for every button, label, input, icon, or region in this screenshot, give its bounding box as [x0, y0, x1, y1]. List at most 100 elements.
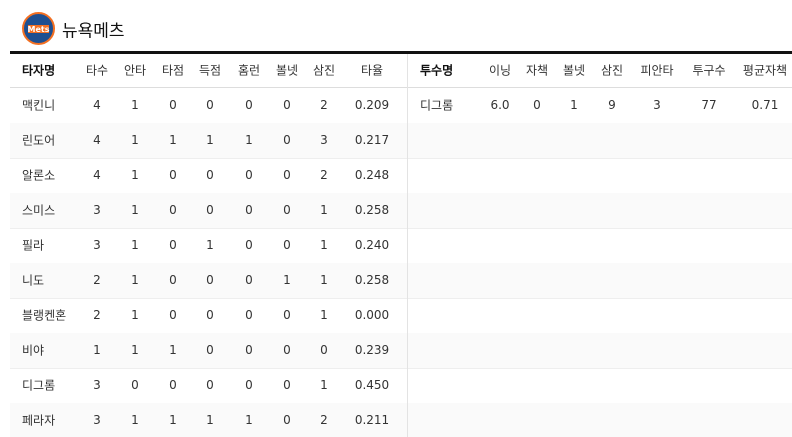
- cell: 1: [131, 413, 139, 427]
- header-line: [10, 87, 407, 88]
- cell: 1: [169, 133, 177, 147]
- cell: 1: [131, 203, 139, 217]
- column-header: 볼넷: [562, 63, 586, 78]
- cell: 77: [701, 98, 717, 112]
- top-rule: [10, 51, 792, 54]
- cell: 0: [131, 378, 139, 392]
- row-bg: [408, 193, 792, 228]
- team-logo: Mets: [22, 12, 55, 45]
- cell: 1: [131, 238, 139, 252]
- cell: 0: [169, 238, 177, 252]
- cell: 0: [283, 413, 291, 427]
- cell: 0: [206, 168, 214, 182]
- cell: 1: [131, 168, 139, 182]
- cell: 0: [283, 168, 291, 182]
- cell: 0: [169, 308, 177, 322]
- cell: 0: [169, 98, 177, 112]
- cell: 0: [245, 168, 253, 182]
- player-name: 비야: [22, 343, 45, 358]
- cell: 1: [245, 413, 253, 427]
- cell: 0: [245, 238, 253, 252]
- cell: 1: [131, 308, 139, 322]
- cell: 1: [283, 273, 291, 287]
- column-header: 타점: [161, 63, 185, 78]
- cell: 0: [169, 203, 177, 217]
- cell: 0.258: [354, 203, 390, 217]
- cell: 0: [245, 308, 253, 322]
- cell: 6.0: [490, 98, 510, 112]
- header-line: [408, 87, 792, 88]
- cell: 0: [245, 343, 253, 357]
- cell: 0: [245, 98, 253, 112]
- cell: 0.240: [354, 238, 390, 252]
- player-name: 디그롬: [420, 98, 454, 113]
- cell: 3: [320, 133, 328, 147]
- cell: 1: [206, 413, 214, 427]
- row-bg: [408, 333, 792, 368]
- cell: 0: [206, 378, 214, 392]
- cell: 0: [283, 133, 291, 147]
- column-header-name: 투수명: [420, 63, 454, 78]
- cell: 0: [206, 273, 214, 287]
- cell: 1: [570, 98, 578, 112]
- cell: 2: [320, 168, 328, 182]
- cell: 1: [169, 413, 177, 427]
- column-header: 안타: [123, 63, 147, 78]
- cell: 0: [206, 203, 214, 217]
- cell: 0: [169, 378, 177, 392]
- cell: 0: [206, 308, 214, 322]
- row-bg: [10, 403, 407, 437]
- cell: 1: [131, 98, 139, 112]
- cell: 0.258: [354, 273, 390, 287]
- cell: 0: [283, 203, 291, 217]
- cell: 2: [320, 98, 328, 112]
- cell: 3: [93, 203, 101, 217]
- cell: 0.211: [354, 413, 390, 427]
- column-header: 홈런: [237, 63, 261, 78]
- cell: 1: [169, 343, 177, 357]
- cell: 1: [206, 133, 214, 147]
- cell: 3: [93, 413, 101, 427]
- row-bg: [10, 123, 407, 158]
- cell: 1: [131, 273, 139, 287]
- row-line: [10, 368, 407, 369]
- cell: 9: [608, 98, 616, 112]
- cell: 0: [245, 273, 253, 287]
- cell: 1: [320, 378, 328, 392]
- cell: 0.239: [354, 343, 390, 357]
- cell: 0.450: [354, 378, 390, 392]
- row-line: [408, 368, 792, 369]
- cell: 0.248: [354, 168, 390, 182]
- cell: 0: [245, 378, 253, 392]
- cell: 1: [131, 343, 139, 357]
- cell: 0: [283, 378, 291, 392]
- cell: 3: [93, 238, 101, 252]
- cell: 0.209: [354, 98, 390, 112]
- player-name: 맥킨니: [22, 98, 56, 113]
- row-line: [10, 158, 407, 159]
- player-name: 필라: [22, 238, 45, 253]
- player-name: 니도: [22, 273, 45, 288]
- cell: 1: [131, 133, 139, 147]
- team-name: 뉴욕메츠: [62, 21, 125, 42]
- cell: 1: [320, 308, 328, 322]
- divider: [407, 54, 408, 437]
- player-name: 디그롬: [22, 378, 56, 393]
- row-line: [408, 228, 792, 229]
- cell: 4: [93, 133, 101, 147]
- cell: 1: [245, 133, 253, 147]
- cell: 3: [93, 378, 101, 392]
- player-name: 페라자: [22, 413, 56, 428]
- row-line: [408, 298, 792, 299]
- row-bg: [10, 193, 407, 228]
- player-name: 스미스: [22, 203, 56, 218]
- column-header: 자책: [525, 63, 549, 78]
- player-name: 알론소: [22, 168, 56, 183]
- row-bg: [10, 263, 407, 298]
- player-name: 블랭켄혼: [22, 308, 67, 323]
- row-line: [10, 228, 407, 229]
- cell: 0: [283, 238, 291, 252]
- column-header: 삼진: [312, 63, 336, 78]
- cell: 2: [320, 413, 328, 427]
